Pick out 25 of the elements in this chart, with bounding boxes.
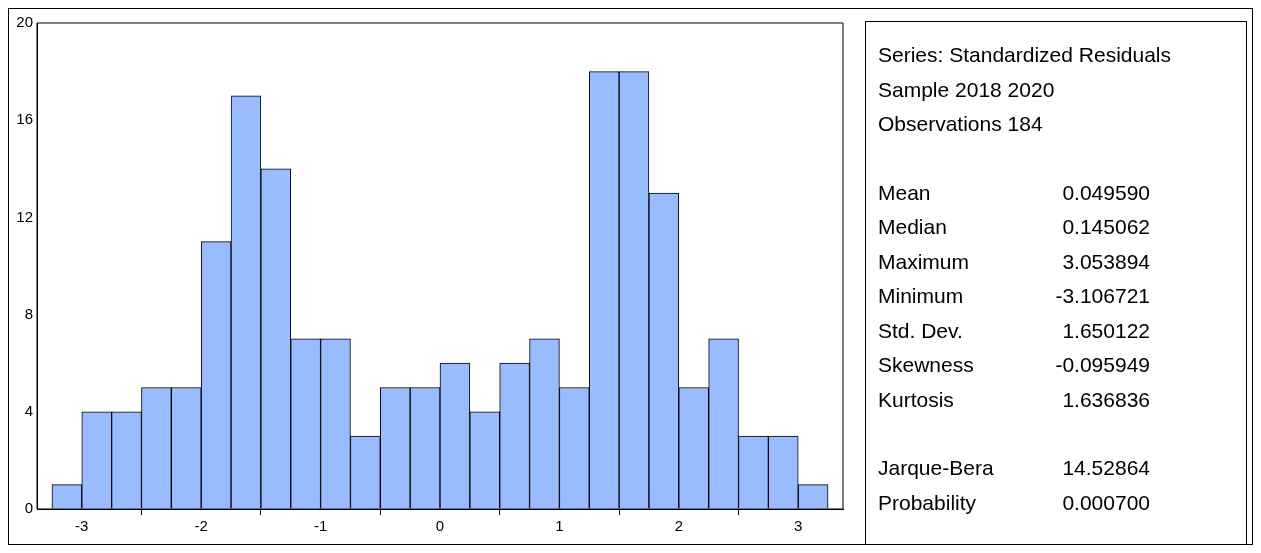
text: Kurtosis 1.636836 xyxy=(878,387,1150,411)
x-tick-label: 2 xyxy=(674,516,683,534)
text: Jarque-Bera 14.52864 xyxy=(878,456,1150,479)
text: Minimum -3.106721 xyxy=(878,284,1150,307)
text: Median 0.145062 xyxy=(878,215,1150,238)
y-tick-label: 4 xyxy=(24,401,33,419)
y-tick-label: 8 xyxy=(24,304,33,322)
text: Probability 0.000700 xyxy=(878,490,1150,514)
text: Mean 0.049590 xyxy=(878,180,1150,204)
x-tick-label: 0 xyxy=(435,516,445,534)
text: Skewness -0.095949 xyxy=(878,353,1150,376)
text: Observations 184 xyxy=(878,111,1044,137)
y-tick-label: 16 xyxy=(16,110,33,128)
y-tick-label: 12 xyxy=(16,207,33,225)
text: Sample 2018 2020 xyxy=(878,76,1056,103)
y-tick-label: 0 xyxy=(24,499,33,517)
text: Std. Dev. 1.650122 xyxy=(878,318,1150,342)
x-tick-label: 1 xyxy=(555,516,564,534)
x-tick-label: -3 xyxy=(75,516,89,534)
x-tick-label: 3 xyxy=(794,516,803,534)
x-tick-label: -1 xyxy=(313,516,328,534)
x-tick-label: -2 xyxy=(194,516,208,534)
text: Maximum 3.053894 xyxy=(878,249,1150,273)
text: Series: Standardized Residuals xyxy=(878,42,1172,68)
y-tick-label: 20 xyxy=(16,13,33,31)
